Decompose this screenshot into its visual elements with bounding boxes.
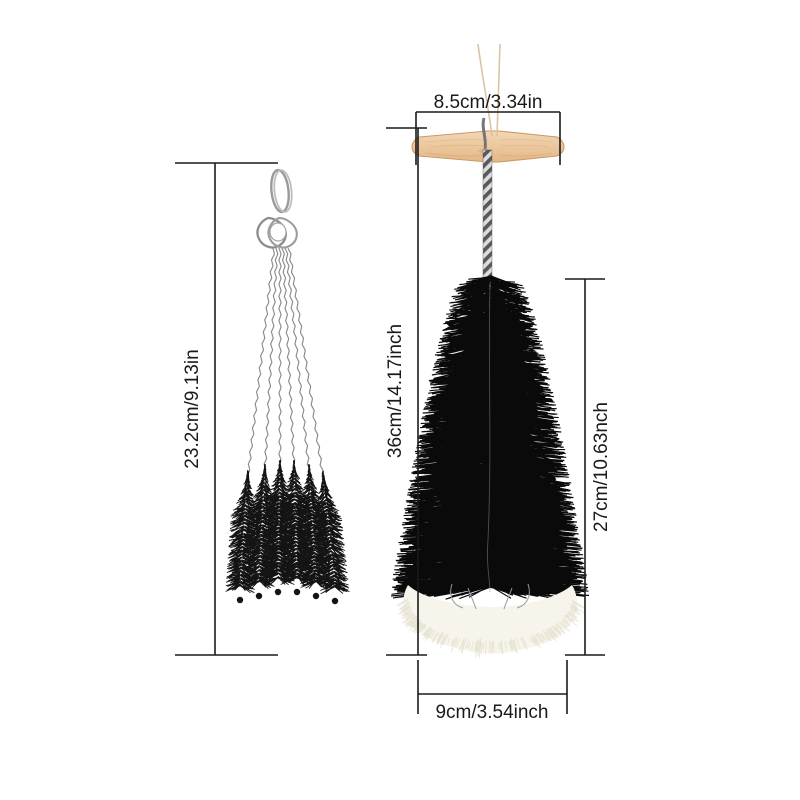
svg-text:9cm/3.54inch: 9cm/3.54inch: [435, 702, 548, 723]
svg-text:36cm/14.17inch: 36cm/14.17inch: [385, 324, 406, 458]
svg-text:23.2cm/9.13in: 23.2cm/9.13in: [182, 349, 203, 468]
svg-text:8.5cm/3.34in: 8.5cm/3.34in: [434, 92, 543, 113]
svg-text:27cm/10.63nch: 27cm/10.63nch: [591, 402, 612, 532]
